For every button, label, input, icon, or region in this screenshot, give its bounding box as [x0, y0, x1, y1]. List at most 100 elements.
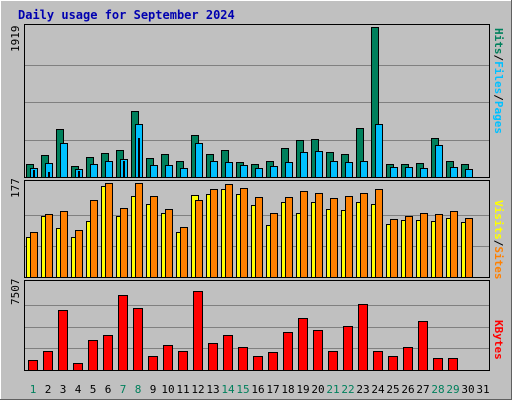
- bar-files-24: [375, 124, 383, 178]
- x-tick-2: 2: [45, 383, 52, 396]
- bar-sites-7: [120, 208, 128, 278]
- bar-sites-18: [285, 197, 293, 278]
- bar-files-26: [405, 167, 413, 178]
- bar-kbytes-3: [58, 310, 68, 371]
- bar-files-14: [225, 162, 233, 178]
- chart-title: Daily usage for September 2024: [18, 8, 235, 22]
- bar-kbytes-25: [388, 356, 398, 371]
- bar-sites-17: [270, 213, 278, 278]
- x-tick-24: 24: [371, 383, 385, 396]
- x-tick-14: 14: [221, 383, 235, 396]
- bar-kbytes-17: [268, 352, 278, 371]
- right-legend-top: Hits/Files/Pages: [492, 28, 505, 134]
- bar-kbytes-18: [283, 332, 293, 371]
- bar-sites-9: [150, 196, 158, 278]
- x-tick-15: 15: [236, 383, 249, 396]
- bar-sites-19: [300, 191, 308, 278]
- bar-kbytes-2: [43, 351, 53, 371]
- x-tick-16: 16: [251, 383, 264, 396]
- bar-kbytes-8: [133, 308, 143, 371]
- bar-files-22: [345, 162, 353, 178]
- panel-hits-files: [24, 24, 490, 178]
- bar-kbytes-7: [118, 295, 128, 371]
- bar-sites-27: [420, 213, 428, 278]
- bar-kbytes-29: [448, 358, 458, 371]
- legend-kbytes: KBytes: [492, 320, 505, 360]
- legend-sep-1: /: [492, 55, 505, 62]
- x-tick-6: 6: [105, 383, 112, 396]
- legend-sep-2: /: [492, 94, 505, 101]
- x-tick-13: 13: [206, 383, 219, 396]
- bar-files-6: [105, 161, 113, 178]
- bar-files-20: [315, 151, 323, 178]
- x-tick-28: 28: [431, 383, 444, 396]
- x-tick-20: 20: [311, 383, 324, 396]
- x-tick-23: 23: [356, 383, 369, 396]
- bar-kbytes-5: [88, 340, 98, 371]
- bar-kbytes-10: [163, 345, 173, 371]
- x-tick-1: 1: [30, 383, 37, 396]
- bar-sites-20: [315, 193, 323, 278]
- legend-visits: Visits: [492, 200, 505, 240]
- y-max-kbytes: 7507: [9, 279, 22, 306]
- bar-files-28: [435, 145, 443, 178]
- bar-files-30: [465, 169, 473, 178]
- bar-pages-1: [33, 170, 35, 178]
- x-tick-9: 9: [150, 383, 157, 396]
- bar-sites-30: [465, 218, 473, 278]
- bar-kbytes-21: [328, 351, 338, 371]
- x-tick-18: 18: [281, 383, 294, 396]
- bar-files-19: [300, 152, 308, 178]
- bar-sites-11: [180, 227, 188, 278]
- bar-kbytes-23: [358, 304, 368, 371]
- bar-sites-1: [30, 232, 38, 278]
- bar-files-21: [330, 161, 338, 178]
- x-tick-17: 17: [266, 383, 279, 396]
- right-legend-mid: Visits/Sites: [492, 200, 505, 280]
- bar-files-25: [390, 167, 398, 178]
- right-legend-bot: KBytes: [492, 320, 505, 360]
- bar-sites-8: [135, 183, 143, 278]
- bar-pages-8: [138, 138, 140, 178]
- x-tick-21: 21: [326, 383, 339, 396]
- bar-pages-2: [48, 172, 50, 178]
- x-tick-5: 5: [90, 383, 97, 396]
- x-tick-12: 12: [191, 383, 204, 396]
- bar-kbytes-16: [253, 356, 263, 371]
- bar-files-15: [240, 165, 248, 178]
- bar-sites-21: [330, 198, 338, 278]
- bar-kbytes-22: [343, 326, 353, 371]
- bar-sites-23: [360, 193, 368, 278]
- legend-files: Files: [492, 61, 505, 94]
- bar-sites-4: [75, 230, 83, 278]
- x-tick-3: 3: [60, 383, 67, 396]
- y-max-hits: 1919: [9, 26, 22, 53]
- x-tick-31: 31: [476, 383, 489, 396]
- bar-sites-15: [240, 188, 248, 278]
- x-tick-labels: 1 2 3 4 5 6 7 8 9 10 11 12 13 14 15 16 17 18 19 20 21 22 23 24 2…: [30, 383, 490, 396]
- bar-kbytes-13: [208, 343, 218, 371]
- bar-pages-4: [78, 171, 80, 178]
- legend-sites: Sites: [492, 246, 505, 279]
- bar-kbytes-19: [298, 318, 308, 371]
- bar-kbytes-4: [73, 363, 83, 371]
- bar-files-27: [420, 168, 428, 178]
- bar-sites-2: [45, 214, 53, 278]
- legend-sep-3: /: [492, 240, 505, 247]
- x-tick-27: 27: [416, 383, 429, 396]
- bars: [26, 27, 473, 371]
- bar-sites-16: [255, 197, 263, 278]
- bar-sites-13: [210, 189, 218, 278]
- x-tick-22: 22: [341, 383, 354, 396]
- x-tick-7: 7: [120, 383, 127, 396]
- bar-kbytes-15: [238, 347, 248, 371]
- bar-files-10: [165, 165, 173, 178]
- bar-files-16: [255, 168, 263, 178]
- legend-pages: Pages: [492, 101, 505, 134]
- bar-files-17: [270, 166, 278, 178]
- bar-kbytes-14: [223, 335, 233, 371]
- bar-files-13: [210, 161, 218, 178]
- bar-files-23: [360, 161, 368, 178]
- bar-kbytes-26: [403, 347, 413, 371]
